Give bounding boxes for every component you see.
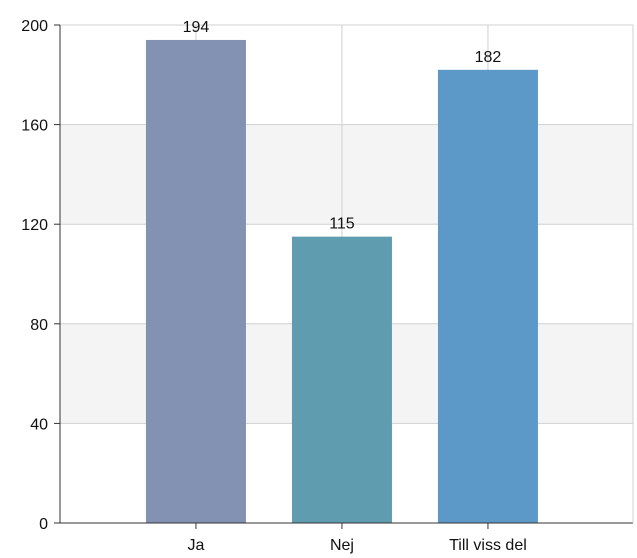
y-tick-label: 160 [21,118,48,135]
y-tick-label: 200 [21,18,48,35]
data-label: 194 [183,19,210,36]
data-label: 182 [475,49,502,66]
x-axis-ticks: Ja Nej Till viss del [187,523,527,554]
x-tick-label: Till viss del [449,537,527,554]
x-tick-label: Ja [187,537,204,554]
x-tick-label: Nej [330,537,354,554]
y-tick-label: 80 [30,317,48,334]
data-labels: 194 115 182 [183,19,502,233]
y-tick-label: 40 [30,416,48,433]
y-axis-ticks: 0 40 80 120 160 200 [21,18,60,533]
axes [59,25,634,524]
bar-nej [291,236,392,523]
y-tick-label: 0 [39,516,48,533]
data-label: 115 [329,216,355,233]
y-tick-label: 120 [21,217,48,234]
bar-ja [145,39,246,523]
bars [145,39,538,523]
bar-till-viss-del [437,69,538,523]
